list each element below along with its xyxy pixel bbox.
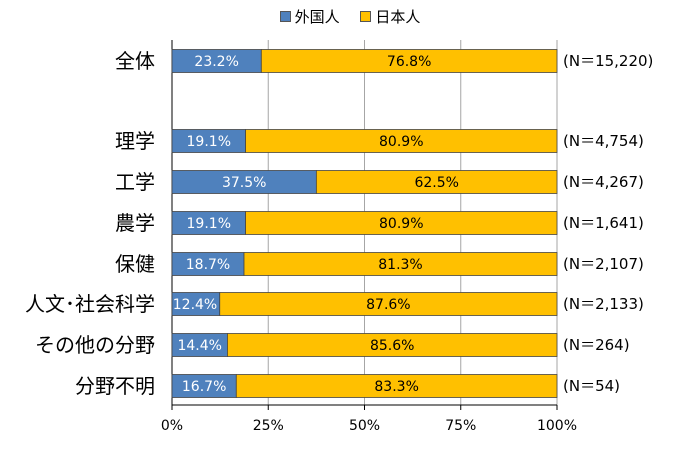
data-label-foreign: 14.4% — [177, 338, 221, 354]
sample-size-label: (N＝264) — [563, 336, 630, 354]
legend-item-foreign: 外国人 — [279, 6, 340, 27]
sample-size-label: (N＝15,220) — [563, 52, 653, 70]
legend-label-foreign: 外国人 — [294, 8, 340, 26]
data-label-foreign: 19.1% — [187, 134, 231, 150]
sample-size-label: (N＝2,107) — [563, 255, 644, 273]
bar-japanese — [235, 374, 558, 398]
data-label-foreign: 18.7% — [186, 257, 230, 273]
data-label-japanese: 62.5% — [414, 175, 458, 191]
data-label-japanese: 83.3% — [374, 379, 418, 395]
legend-item-japanese: 日本人 — [360, 6, 420, 27]
category-label: 全体 — [115, 49, 155, 73]
bar-japanese — [245, 129, 558, 153]
data-label-foreign: 19.1% — [187, 216, 231, 232]
bar-japanese — [227, 333, 558, 357]
bar-japanese — [219, 292, 558, 316]
data-label-japanese: 87.6% — [366, 297, 410, 313]
data-label-foreign: 23.2% — [194, 54, 238, 70]
data-label-foreign: 16.7% — [182, 379, 226, 395]
bar-japanese — [315, 170, 558, 194]
sample-size-label: (N＝4,267) — [563, 173, 644, 191]
category-label: その他の分野 — [35, 333, 155, 357]
bar-japanese — [243, 252, 558, 276]
legend-swatch-japanese — [360, 11, 372, 22]
x-tick-label: 75% — [445, 418, 476, 434]
legend: 外国人 日本人 — [0, 6, 700, 27]
category-label: 農学 — [115, 211, 155, 235]
category-label: 人文･社会科学 — [25, 292, 155, 316]
data-label-japanese: 85.6% — [370, 338, 414, 354]
bar-japanese — [260, 49, 558, 73]
category-label: 工学 — [115, 170, 155, 194]
sample-size-label: (N＝54) — [563, 377, 620, 395]
data-label-japanese: 81.3% — [378, 257, 422, 273]
x-tick-label: 0% — [161, 418, 183, 434]
category-label: 保健 — [115, 252, 155, 276]
data-label-foreign: 12.4% — [173, 297, 217, 313]
data-label-japanese: 80.9% — [379, 134, 423, 150]
data-label-japanese: 80.9% — [379, 216, 423, 232]
x-tick-label: 100% — [537, 418, 577, 434]
sample-size-label: (N＝4,754) — [563, 132, 644, 150]
x-tick-label: 50% — [349, 418, 380, 434]
sample-size-label: (N＝1,641) — [563, 214, 644, 232]
x-tick-label: 25% — [253, 418, 284, 434]
category-label: 理学 — [115, 129, 155, 153]
category-label: 分野不明 — [75, 374, 155, 398]
legend-label-japanese: 日本人 — [375, 8, 421, 26]
bar-japanese — [245, 211, 558, 235]
data-label-foreign: 37.5% — [222, 175, 266, 191]
data-label-japanese: 76.8% — [387, 54, 431, 70]
legend-swatch-foreign — [279, 11, 291, 22]
sample-size-label: (N＝2,133) — [563, 295, 644, 313]
